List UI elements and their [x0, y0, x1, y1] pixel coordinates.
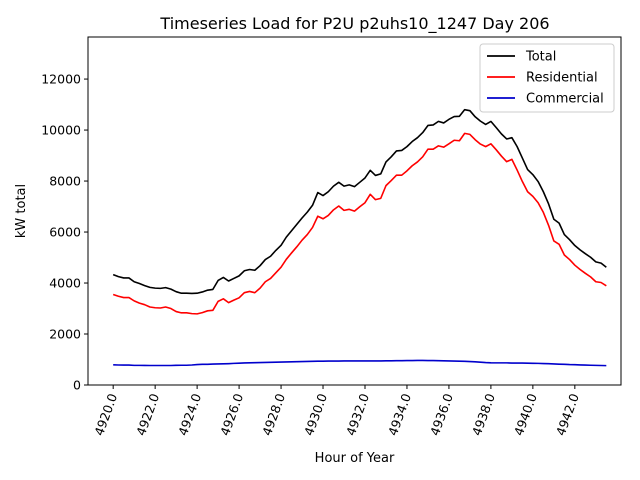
- y-axis: 0 2000 4000 6000 8000 10000 12000: [41, 72, 88, 393]
- y-tick-label: 12000: [41, 72, 81, 87]
- legend-label-total: Total: [525, 50, 556, 65]
- y-tick-label: 6000: [49, 225, 81, 240]
- series-layer: [112, 108, 607, 367]
- y-tick-label: 10000: [41, 123, 81, 138]
- series-line-residential: [112, 132, 607, 315]
- legend: Total Residential Commercial: [479, 43, 615, 113]
- series-line-commercial: [113, 359, 607, 367]
- chart-title: Timeseries Load for P2U p2uhs10_1247 Day…: [159, 14, 549, 34]
- y-tick-label: 4000: [49, 276, 81, 291]
- x-axis-label: Hour of Year: [315, 451, 395, 466]
- y-tick-label: 8000: [49, 174, 81, 189]
- y-axis-label: kW total: [14, 184, 29, 238]
- series-line-total: [112, 108, 607, 295]
- plot-frame: [87, 36, 622, 386]
- y-tick-label: 2000: [49, 327, 81, 342]
- legend-label-commercial: Commercial: [526, 92, 604, 107]
- legend-box: [479, 43, 615, 113]
- y-tick-label: 0: [73, 378, 81, 393]
- legend-label-residential: Residential: [526, 71, 598, 86]
